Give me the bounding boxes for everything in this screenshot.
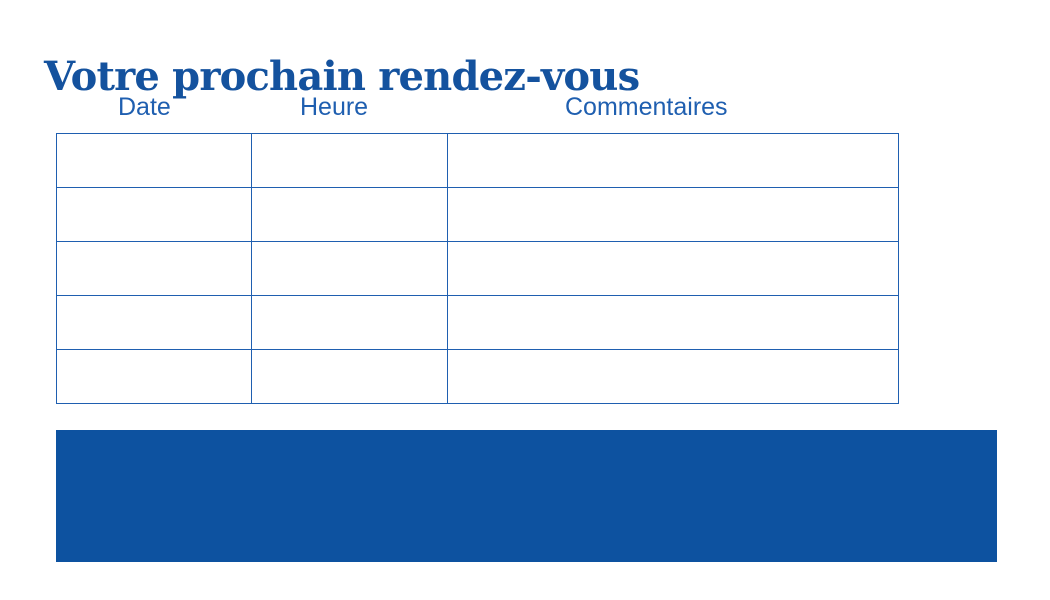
table-row [56,133,899,188]
column-header-commentaires: Commentaires [565,93,728,121]
cell-commentaires[interactable] [447,295,899,350]
cell-heure[interactable] [251,349,448,404]
column-header-date: Date [118,93,171,121]
cell-date[interactable] [56,133,252,188]
table-column-headers: Date Heure Commentaires [56,92,896,124]
column-header-heure: Heure [300,93,369,121]
table-row [56,295,899,350]
cell-date[interactable] [56,349,252,404]
table-row [56,187,899,242]
cell-heure[interactable] [251,241,448,296]
appointment-table-body [56,133,899,404]
cell-date[interactable] [56,241,252,296]
cell-heure[interactable] [251,295,448,350]
cell-commentaires[interactable] [447,241,899,296]
blue-content-block [56,430,997,562]
cell-commentaires[interactable] [447,187,899,242]
appointment-table [56,133,899,404]
table-row [56,349,899,404]
table-row [56,241,899,296]
cell-date[interactable] [56,187,252,242]
cell-commentaires[interactable] [447,133,899,188]
cell-heure[interactable] [251,187,448,242]
cell-heure[interactable] [251,133,448,188]
cell-commentaires[interactable] [447,349,899,404]
page-title: Votre prochain rendez-vous [44,52,640,100]
cell-date[interactable] [56,295,252,350]
